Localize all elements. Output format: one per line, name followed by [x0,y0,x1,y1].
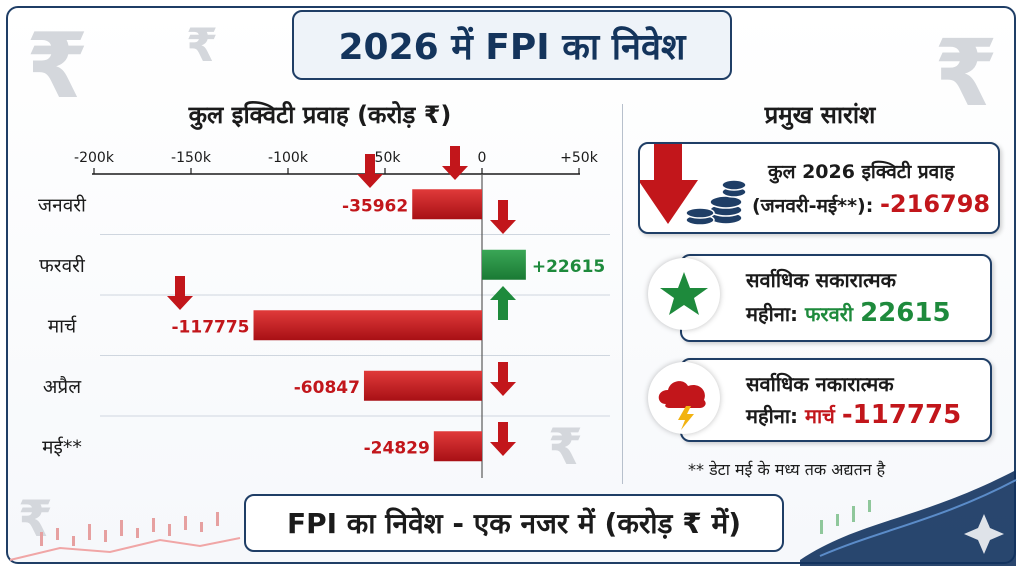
star-icon [660,272,708,315]
data-label: -35962 [342,196,408,216]
data-label: -24829 [364,438,430,458]
down-arrow-icon [490,362,516,396]
x-tick-label: -200k [74,150,115,166]
down-arrow-icon [490,200,516,234]
down-arrow-icon [357,154,383,188]
most-negative-label: सर्वाधिक नकारात्मक [746,372,894,396]
total-flow-value: -216798 [879,190,991,218]
most-negative-line: महीना: मार्च -117775 [746,400,961,430]
rupee-icon: ₹ [186,18,219,72]
category-label: अप्रैल [43,375,82,398]
data-label: +22615 [532,257,605,277]
down-arrow-coins-icon [640,144,747,226]
down-arrow-icon [167,276,193,310]
x-tick-label: -100k [268,150,309,166]
down-arrow-icon [442,146,468,180]
summary-title: प्रमुख सारांश [764,101,876,129]
category-label: फरवरी [39,254,86,277]
rupee-icon: ₹ [934,20,999,127]
most-negative-card: सर्वाधिक नकारात्मक महीना: मार्च -117775 [680,358,992,442]
category-label: जनवरी [38,193,87,216]
bar [363,370,482,401]
bar [412,189,482,220]
data-label: -117775 [171,317,249,337]
most-positive-month-label: महीना: [746,302,799,326]
most-negative-value: -117775 [841,400,962,430]
rupee-icon: ₹ [548,418,583,476]
down-arrow-icon [490,422,516,456]
category-label: मार्च [48,314,77,337]
data-note: ** डेटा मई के मध्य तक अद्यतन है [688,460,886,479]
most-positive-line: महीना: फरवरी 22615 [746,298,951,328]
category-label: मई** [42,435,82,458]
most-negative-month-label: महीना: [746,404,799,428]
x-tick-label: 0 [478,150,487,166]
storm-icon-circle [648,362,720,434]
total-flow-label: कुल 2026 इक्विटी प्रवाह [768,161,955,183]
divider [622,104,623,484]
total-flow-period: (जनवरी-मई**): [752,195,874,217]
total-flow-card: कुल 2026 इक्विटी प्रवाह (जनवरी-मई**): -2… [638,142,1000,234]
bar [482,249,526,280]
data-label: -60847 [294,378,360,398]
most-negative-month: मार्च [805,404,835,428]
total-flow-line: (जनवरी-मई**): -216798 [752,190,990,218]
main-title-box: 2026 में FPI का निवेश [292,10,732,80]
rupee-icon: ₹ [18,490,53,548]
x-tick-label: -150k [171,150,212,166]
rupee-icon: ₹ [26,14,89,119]
x-tick-label: +50k [560,150,599,166]
footer-title: FPI का निवेश - एक नजर में (करोड़ ₹ में) [286,507,742,540]
bar [433,431,482,462]
bar-chart: -200k -150k -100k -50k 0 +50k जनवरी -35962 फरवरी… [38,146,610,478]
most-positive-value: 22615 [860,298,951,328]
up-arrow-icon [490,286,516,320]
star-icon-circle [648,258,720,330]
most-positive-label: सर्वाधिक सकारात्मक [746,268,896,292]
chart-title: कुल इक्विटी प्रवाह (करोड़ ₹) [188,101,452,129]
bar [253,310,482,341]
most-positive-month: फरवरी [805,302,854,326]
storm-cloud-icon [658,381,706,430]
x-tick-label: -50k [370,150,402,166]
footer-title-box: FPI का निवेश - एक नजर में (करोड़ ₹ में) [244,494,784,552]
most-positive-card: सर्वाधिक सकारात्मक महीना: फरवरी 22615 [680,254,992,342]
main-title: 2026 में FPI का निवेश [338,26,686,68]
